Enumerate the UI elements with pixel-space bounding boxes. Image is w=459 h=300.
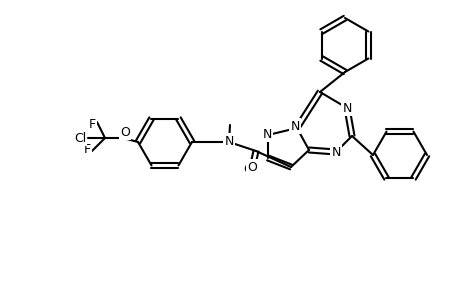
Text: O: O <box>242 163 252 176</box>
Text: N: N <box>330 146 340 158</box>
Text: O: O <box>120 125 129 139</box>
Text: N: N <box>224 134 233 148</box>
Text: F: F <box>88 118 95 130</box>
Text: N: N <box>290 119 299 133</box>
Text: N: N <box>341 101 351 115</box>
Text: Cl: Cl <box>74 131 86 145</box>
Text: F: F <box>83 142 90 155</box>
Text: N: N <box>262 128 271 140</box>
Text: O: O <box>246 160 257 173</box>
